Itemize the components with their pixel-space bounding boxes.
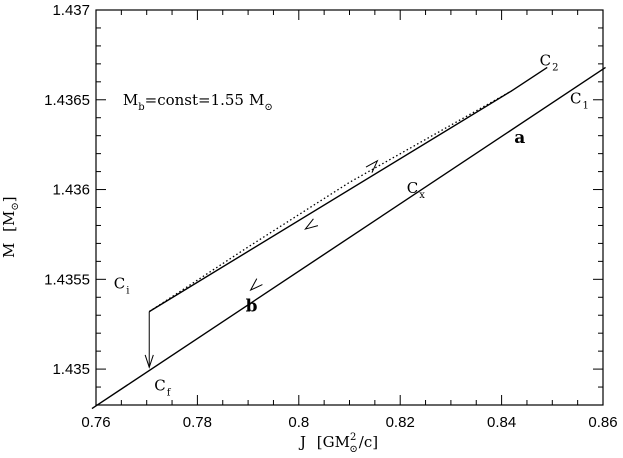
y-axis-label-main: M [0, 243, 18, 258]
point-label-main: C [570, 89, 581, 107]
arrow-head [365, 159, 379, 173]
x-axis-label: J [GM2 ⊙/c] [298, 432, 378, 455]
y-tick-label: 1.4355 [44, 271, 90, 288]
baryon-mass-annotation: Mb=const=1.55 M⊙ [123, 91, 273, 113]
y-axis-label: M [M⊙] [0, 196, 21, 258]
series-layer [91, 66, 606, 410]
point-label-main: C [407, 179, 418, 197]
point-label-c1: C1 [570, 89, 589, 111]
text-layer: 0.76 0.78 0.8 0.82 0.84 0.86 1.435 1.4355 1.436 1… [44, 2, 617, 431]
annotation-part: =const=1.55 [145, 91, 244, 109]
point-label-c2: C2 [540, 52, 559, 74]
point-label-cx: Cx [407, 179, 425, 201]
x-axis-label-sub: ⊙ [349, 444, 357, 455]
arrow-head [304, 218, 319, 230]
y-axis-label-sub: ⊙ [10, 202, 21, 210]
plot-frame [95, 9, 604, 406]
curve-label-a: a [514, 128, 525, 148]
point-label-main: C [114, 274, 125, 292]
x-axis-label-tail: /c] [359, 433, 378, 451]
x-axis-label-main: J [298, 433, 306, 451]
point-label-main: C [540, 52, 551, 70]
y-axis-label-close: ] [0, 196, 18, 202]
series-line-1 [91, 66, 606, 410]
ticks-layer [95, 9, 604, 406]
y-tick-label: 1.437 [52, 2, 90, 19]
x-tick-label: 0.84 [487, 414, 516, 431]
annotation-part: M [123, 91, 138, 109]
x-tick-label: 0.76 [81, 414, 110, 431]
y-tick-label: 1.436 [52, 182, 90, 199]
arrow-layer [144, 159, 379, 369]
y-tick-label: 1.4365 [44, 92, 90, 109]
annotation-part: ⊙ [264, 102, 272, 113]
x-tick-label: 0.82 [386, 414, 415, 431]
x-axis-label-unit: [GM [317, 433, 350, 451]
y-axis-label-unit: [M [0, 211, 18, 232]
annotation-part: M [249, 91, 264, 109]
curve-label-b: b [246, 297, 258, 317]
x-tick-label: 0.8 [288, 414, 309, 431]
x-axis-label-sup: 2 [350, 432, 356, 443]
point-label-sub: f [167, 388, 172, 399]
point-label-sub: 2 [552, 63, 558, 74]
y-tick-label: 1.435 [52, 361, 90, 378]
arrow-head [249, 278, 263, 292]
x-tick-label: 0.86 [588, 414, 617, 431]
x-tick-label: 0.78 [183, 414, 212, 431]
point-label-ci: Ci [114, 274, 130, 296]
point-label-main: C [154, 377, 165, 395]
point-label-sub: i [126, 285, 129, 296]
arrow-head [144, 354, 154, 369]
point-label-sub: 1 [583, 100, 589, 111]
point-label-cf: Cf [154, 377, 171, 399]
point-label-sub: x [419, 190, 425, 201]
annotation-part: b [138, 102, 144, 113]
